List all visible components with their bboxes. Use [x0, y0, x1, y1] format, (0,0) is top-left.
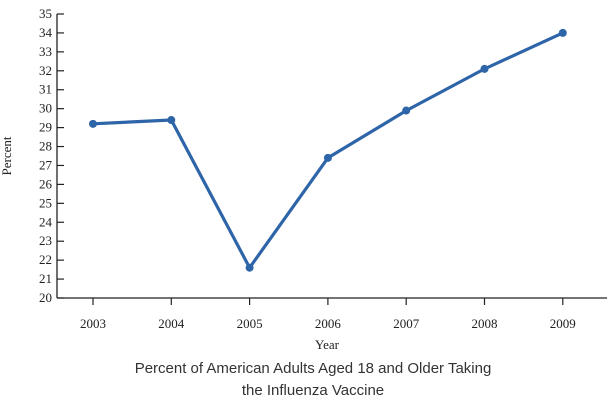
- chart-caption-line-1: Percent of American Adults Aged 18 and O…: [135, 360, 492, 377]
- x-tick-label: 2008: [472, 316, 498, 331]
- chart-caption-line-2: the Influenza Vaccine: [242, 382, 384, 399]
- y-tick-label: 25: [39, 195, 52, 210]
- x-tick-label: 2007: [393, 316, 420, 331]
- x-tick-label: 2005: [237, 316, 263, 331]
- chart-axes: [56, 14, 607, 299]
- y-axis-title: Percent: [0, 136, 14, 175]
- y-tick-label: 32: [39, 63, 52, 78]
- y-tick-label: 27: [39, 157, 53, 172]
- data-point: [558, 28, 567, 37]
- data-point: [402, 106, 411, 115]
- data-point: [245, 263, 254, 272]
- x-axis-title: Year: [315, 337, 340, 352]
- y-tick-label: 35: [39, 6, 52, 21]
- x-tick-label: 2004: [158, 316, 185, 331]
- x-tick-label: 2009: [550, 316, 576, 331]
- x-tick-label: 2003: [80, 316, 106, 331]
- data-point: [89, 119, 97, 128]
- x-tick-label: 2006: [315, 316, 342, 331]
- y-tick-label: 31: [39, 82, 52, 97]
- y-tick-label: 33: [39, 44, 52, 59]
- data-point: [323, 153, 332, 162]
- data-point: [480, 64, 489, 73]
- y-tick-label: 24: [39, 214, 53, 229]
- chart-series: [89, 28, 567, 272]
- y-tick-label: 20: [39, 290, 52, 305]
- y-tick-label: 26: [39, 176, 53, 191]
- y-tick-label: 22: [39, 252, 52, 267]
- y-tick-label: 34: [39, 25, 53, 40]
- y-tick-label: 28: [39, 139, 52, 154]
- series-line: [91, 31, 565, 270]
- y-axis-ticks: 20 21 22 23 24 25 26 27 28 29 30 31 32 33 34 35: [39, 6, 64, 305]
- x-axis-ticks: 2003 2004 2005 2006 2007 2008 2009: [80, 298, 576, 331]
- y-tick-label: 30: [39, 101, 52, 116]
- y-tick-label: 23: [39, 233, 52, 248]
- y-tick-label: 29: [39, 120, 52, 135]
- y-tick-label: 21: [39, 271, 52, 286]
- data-point: [167, 116, 176, 125]
